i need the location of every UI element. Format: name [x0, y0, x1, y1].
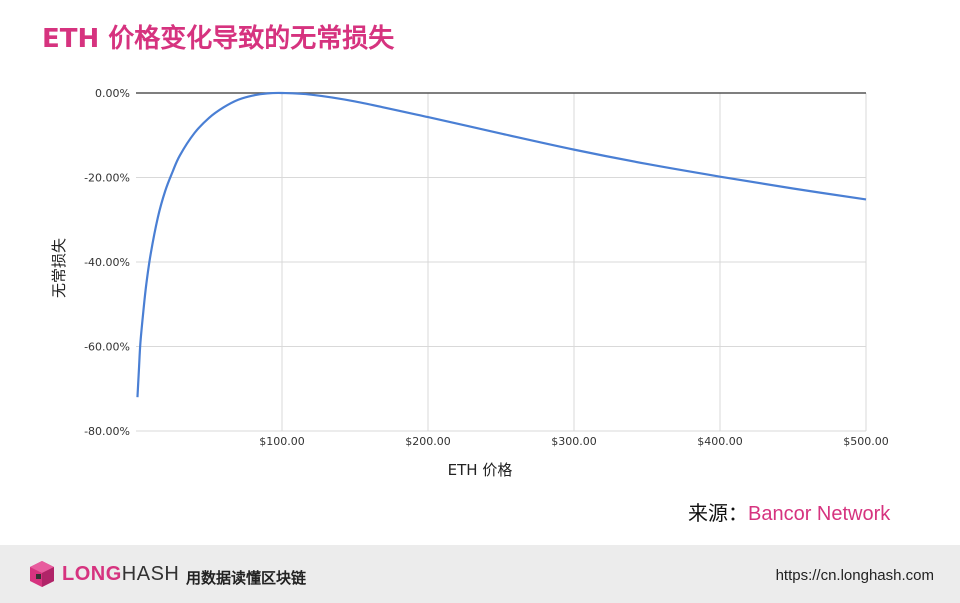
y-tick-label: -60.00% — [84, 341, 130, 354]
source-note: 来源：Bancor Network — [688, 497, 890, 526]
brand-long: LONG — [62, 563, 122, 585]
x-tick-label: $500.00 — [843, 435, 889, 448]
y-tick-label: -80.00% — [84, 425, 130, 438]
grid-lines — [136, 92, 867, 432]
x-tick-label: $100.00 — [259, 435, 305, 448]
brand-name: LONGHASH — [62, 563, 179, 586]
longhash-logo-icon — [30, 561, 54, 587]
x-tick-label: $200.00 — [405, 435, 451, 448]
page-title: ETH 价格变化导致的无常损失 — [42, 24, 395, 54]
x-tick-label: $400.00 — [697, 435, 743, 448]
tagline: 用数据读懂区块链 — [186, 569, 307, 587]
site-url: https://cn.longhash.com — [775, 567, 934, 584]
source-name: Bancor Network — [748, 503, 891, 525]
tick-labels: $100.00 $200.00 $300.00 $400.00 $500.00 0.00%… — [84, 87, 889, 448]
y-tick-label: -20.00% — [84, 172, 130, 185]
y-axis-label: 无常损失 — [50, 238, 68, 298]
footer-bar: LONGHASH 用数据读懂区块链 https://cn.longhash.co… — [0, 545, 960, 603]
x-tick-label: $300.00 — [551, 435, 597, 448]
line-chart: $100.00 $200.00 $300.00 $400.00 $500.00 0.00%… — [50, 87, 889, 479]
y-tick-label: 0.00% — [95, 87, 130, 100]
source-label: 来源： — [688, 503, 748, 525]
series-line — [136, 91, 867, 398]
x-axis-label: ETH 价格 — [448, 461, 513, 479]
y-tick-label: -40.00% — [84, 256, 130, 269]
brand-hash: HASH — [121, 563, 180, 585]
